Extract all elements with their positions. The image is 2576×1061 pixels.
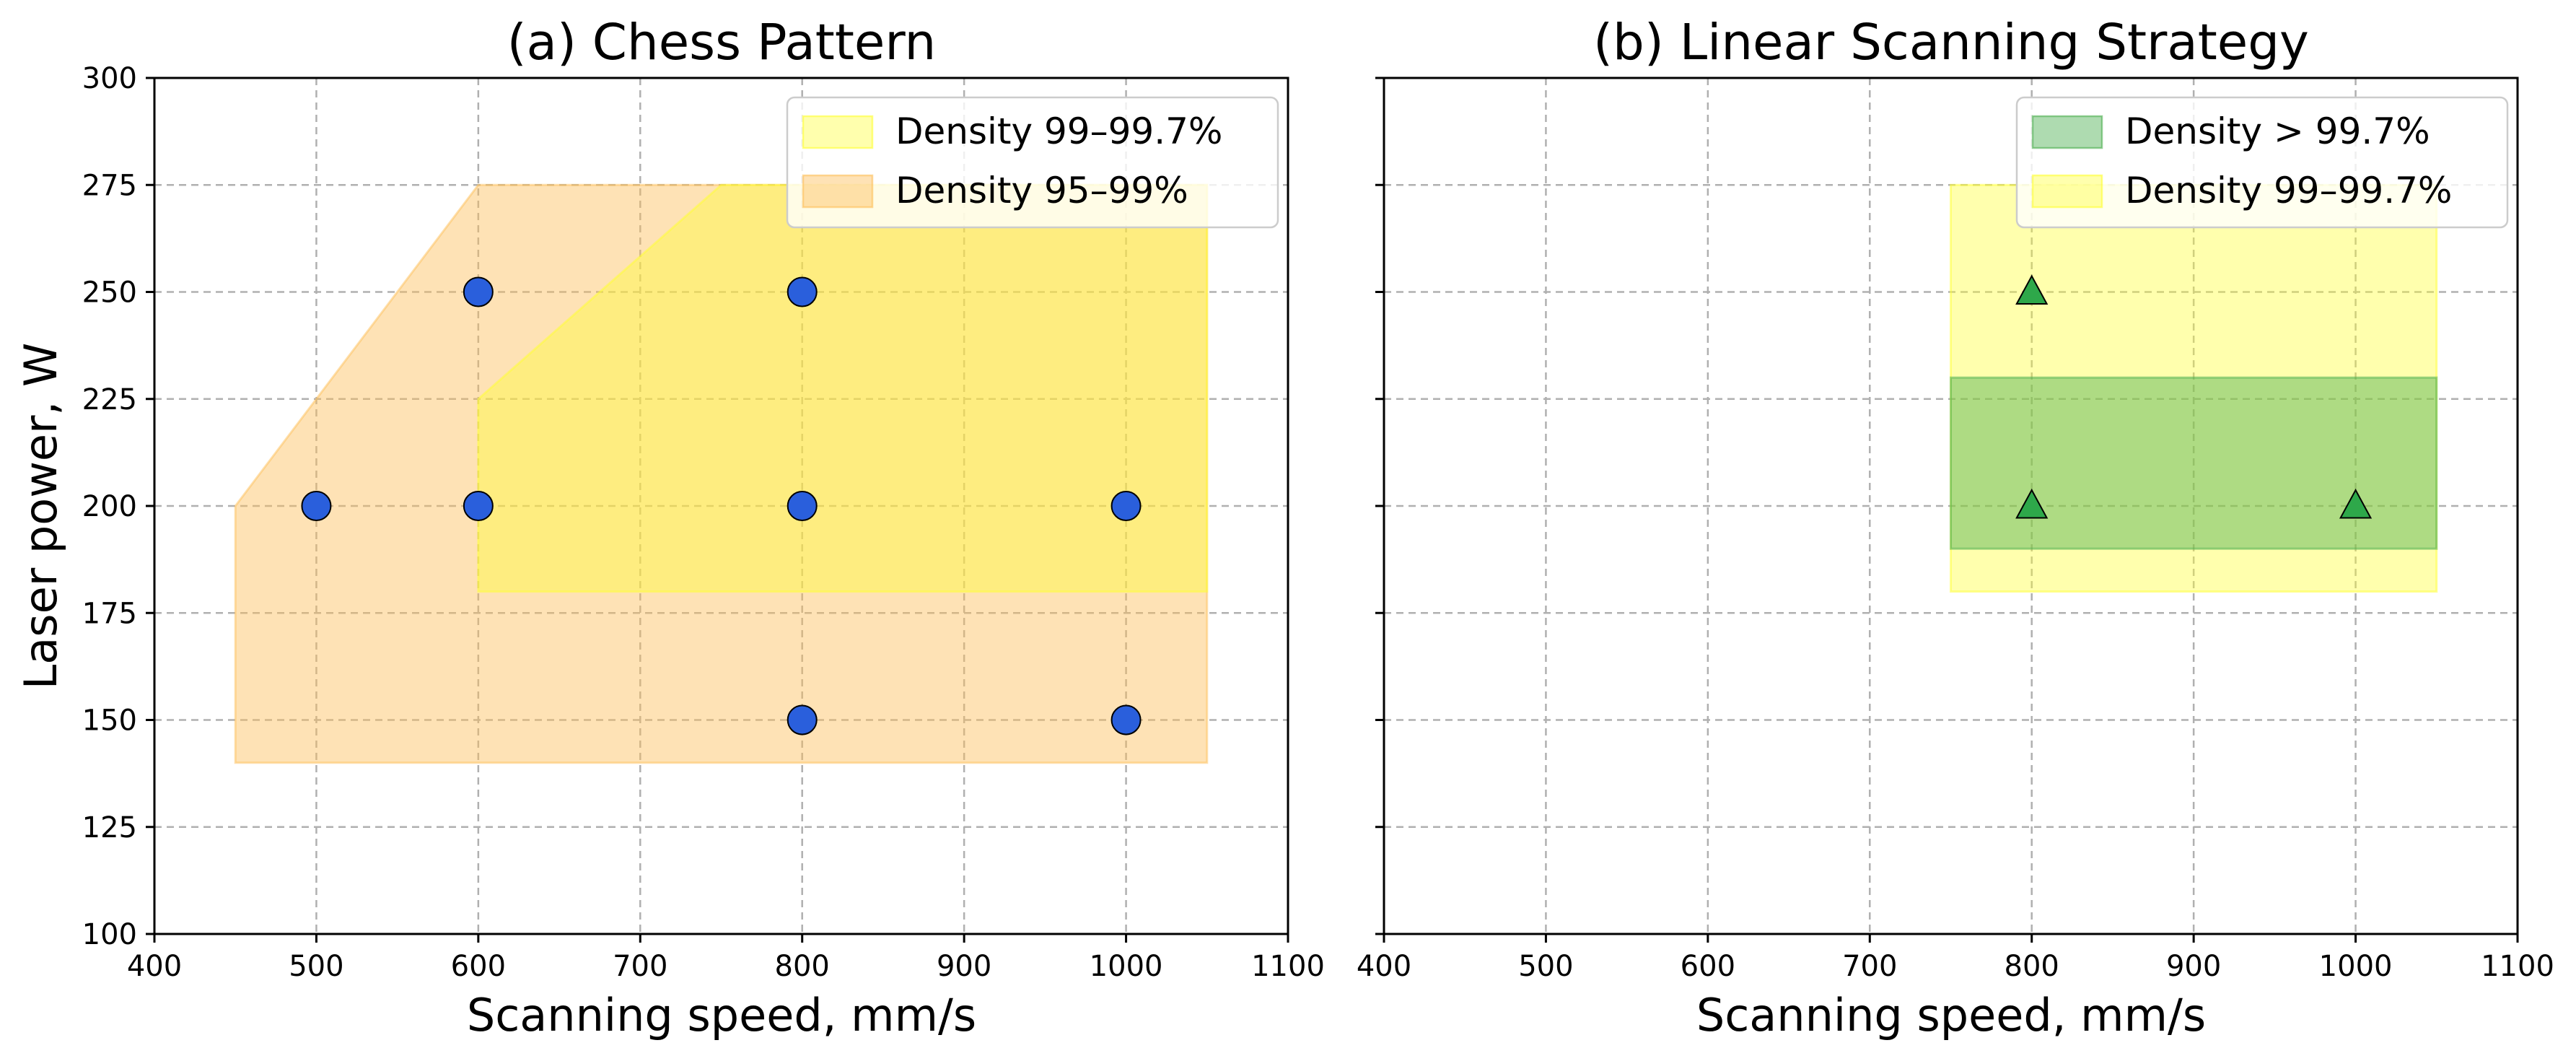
data-point xyxy=(787,491,818,521)
x-tick-label: 600 xyxy=(1681,950,1735,983)
x-tick-label: 700 xyxy=(1842,950,1897,983)
legend-label: Density 99–99.7% xyxy=(895,110,1222,152)
data-point xyxy=(2339,488,2373,519)
panel-linear-scanning: (b) Linear Scanning Strategy Scanning sp… xyxy=(1357,14,2554,1042)
data-point xyxy=(1110,704,1142,735)
y-tick-label: 200 xyxy=(82,490,137,523)
legend-box xyxy=(2015,96,2509,229)
y-tick-label: 300 xyxy=(82,62,137,95)
legend-swatch xyxy=(2031,174,2103,209)
x-tick-label: 600 xyxy=(451,950,506,983)
x-tick-label: 800 xyxy=(2005,950,2059,983)
data-point xyxy=(301,491,332,521)
data-point xyxy=(463,491,494,521)
x-tick-label: 400 xyxy=(127,950,182,983)
data-point xyxy=(1110,491,1142,521)
x-tick-label: 500 xyxy=(289,950,343,983)
legend-label: Density > 99.7% xyxy=(2125,110,2430,152)
y-axis-label: Laser power, W xyxy=(14,343,67,690)
chart-title: (b) Linear Scanning Strategy xyxy=(1593,14,2309,71)
y-tick-label: 275 xyxy=(82,169,137,202)
x-tick-label: 1100 xyxy=(2481,950,2554,983)
x-tick-label: 900 xyxy=(937,950,991,983)
legend-label: Density 99–99.7% xyxy=(2125,170,2452,211)
density-region xyxy=(1950,376,2438,550)
legend-swatch xyxy=(2031,115,2103,149)
legend-swatch xyxy=(802,115,874,149)
panel-chess-pattern: (a) Chess Pattern Scanning speed, mm/s L… xyxy=(14,14,1325,1042)
legend: Density > 99.7% Density 99–99.7% xyxy=(2015,96,2509,229)
legend-swatch xyxy=(802,174,874,209)
x-tick-label: 800 xyxy=(775,950,830,983)
y-tick-label: 100 xyxy=(82,918,137,951)
x-axis-label: Scanning speed, mm/s xyxy=(467,989,976,1042)
y-tick-label: 250 xyxy=(82,276,137,310)
x-tick-label: 1000 xyxy=(1090,950,1163,983)
x-axis-label: Scanning speed, mm/s xyxy=(1696,989,2206,1042)
y-tick-label: 150 xyxy=(82,704,137,738)
legend: Density 99–99.7% Density 95–99% xyxy=(786,96,1279,229)
y-tick-label: 175 xyxy=(82,597,137,630)
x-tick-label: 1000 xyxy=(2319,950,2393,983)
data-point xyxy=(787,276,818,307)
data-point xyxy=(2015,488,2049,519)
y-tick-label: 225 xyxy=(82,383,137,416)
x-tick-label: 700 xyxy=(613,950,667,983)
x-tick-label: 400 xyxy=(1357,950,1411,983)
y-tick-label: 125 xyxy=(82,811,137,844)
data-point xyxy=(787,704,818,735)
data-point xyxy=(463,276,494,307)
x-tick-label: 1100 xyxy=(1251,950,1325,983)
data-point xyxy=(2015,274,2049,305)
chart-title: (a) Chess Pattern xyxy=(507,14,937,71)
x-tick-label: 500 xyxy=(1518,950,1573,983)
legend-label: Density 95–99% xyxy=(895,170,1188,211)
legend-box xyxy=(786,96,1279,229)
x-tick-label: 900 xyxy=(2166,950,2221,983)
